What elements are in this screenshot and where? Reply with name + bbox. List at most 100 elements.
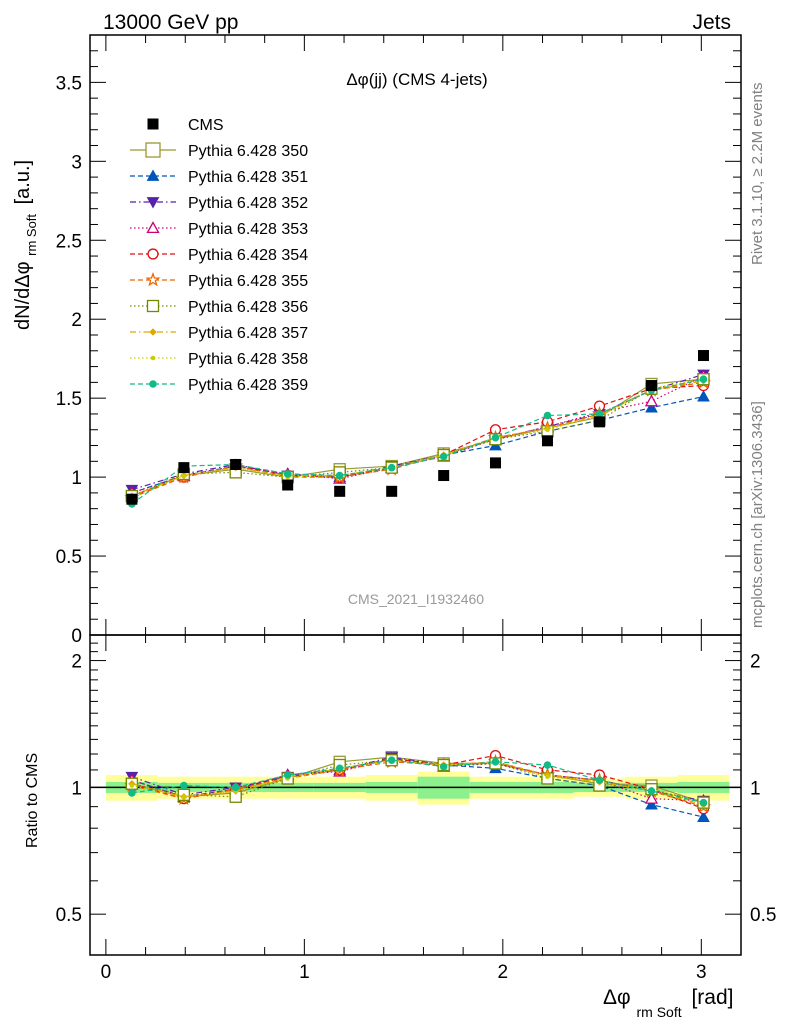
- series-line: [131, 380, 704, 497]
- legend: CMS Pythia 6.428 350 Pythia 6.428 351 Pythi…: [130, 117, 308, 394]
- legend-label: Pythia 6.428 351: [188, 169, 308, 186]
- ratio-point: [699, 798, 708, 807]
- y-tick-label: 2.5: [56, 231, 82, 252]
- main-title: Δφ(jj) (CMS 4-jets): [346, 70, 487, 89]
- data-point: [697, 350, 709, 362]
- legend-marker: [146, 197, 160, 209]
- legend-entry: Pythia 6.428 355: [130, 272, 308, 290]
- legend-entry: Pythia 6.428 356: [130, 299, 308, 316]
- y-tick-label: 1.5: [56, 389, 82, 410]
- series-point: [644, 394, 659, 407]
- legend-marker: [147, 248, 159, 260]
- series-point: [697, 390, 710, 402]
- ratio-point: [595, 776, 604, 784]
- ratio-y-label: Ratio to CMS: [24, 753, 41, 848]
- legend-label: Pythia 6.428 355: [188, 273, 308, 290]
- series-point: [545, 427, 550, 433]
- data-point: [126, 493, 138, 505]
- series-line: [131, 384, 704, 497]
- ratio-point: [283, 771, 292, 779]
- y-tick-label: 0: [71, 626, 82, 647]
- ratio-y-tick-label: 2: [71, 652, 82, 673]
- watermark: CMS_2021_I1932460: [348, 591, 484, 607]
- y-label-unit: [a.u.]: [12, 160, 34, 204]
- series-359: [128, 375, 708, 508]
- legend-label: Pythia 6.428 352: [188, 195, 308, 212]
- legend-marker: [145, 272, 161, 287]
- data-point: [645, 380, 657, 392]
- x-tick-label: 1: [299, 962, 310, 983]
- series-358: [129, 376, 706, 500]
- legend-entry: Pythia 6.428 352: [130, 195, 308, 212]
- x-tick-label: 3: [696, 962, 707, 983]
- ratio-line: [131, 756, 704, 804]
- ratio-point: [645, 798, 658, 810]
- data-point: [334, 485, 346, 497]
- legend-entry: Pythia 6.428 354: [130, 247, 308, 264]
- series-point: [543, 411, 552, 420]
- y-tick-label: 0.5: [56, 547, 82, 568]
- svg-text:Δφ rm Soft [ra: Δφ rm Soft [rad]: [603, 986, 734, 1022]
- ratio-line: [131, 759, 704, 804]
- ratio-line: [131, 759, 704, 804]
- series-354: [126, 379, 710, 502]
- legend-label: Pythia 6.428 354: [188, 247, 308, 264]
- ratio-point: [644, 791, 659, 804]
- data-point: [489, 457, 501, 469]
- legend-entry: Pythia 6.428 359: [130, 377, 308, 394]
- ratio-point: [647, 787, 656, 795]
- y-label-main: dN/dΔφ: [12, 261, 34, 330]
- svg-text:dN/dΔφ rm Soft: dN/dΔφ rm Soft [a.u.]: [12, 160, 41, 330]
- legend-marker: [146, 299, 160, 313]
- series-point: [439, 452, 448, 461]
- legend-entry: Pythia 6.428 357: [130, 325, 308, 342]
- y-tick-label: 1: [71, 468, 82, 489]
- series-point: [181, 473, 187, 478]
- series-point: [491, 433, 500, 442]
- legend-marker: [146, 169, 160, 181]
- process-label: Jets: [692, 11, 731, 34]
- legend-entry: Pythia 6.428 353: [130, 221, 308, 238]
- ratio-y-tick-label: 1: [71, 778, 82, 799]
- x-label-main: Δφ: [603, 986, 631, 1009]
- ratio-point: [128, 789, 136, 797]
- ratio-line: [131, 759, 704, 804]
- energy-label: 13000 GeV pp: [103, 11, 238, 34]
- ratio-point: [129, 783, 135, 788]
- ratio-series-359: [128, 756, 708, 807]
- ratio-point: [697, 810, 710, 823]
- ratio-y-tick-label-right: 2: [750, 652, 761, 673]
- legend-label: Pythia 6.428 350: [188, 143, 308, 160]
- legend-marker: [149, 380, 157, 388]
- legend-label: Pythia 6.428 353: [188, 221, 308, 238]
- data-point: [438, 470, 450, 482]
- ratio-y-tick-label: 0.5: [56, 905, 82, 926]
- y-tick-label: 3.5: [56, 73, 82, 94]
- series-line: [131, 378, 704, 505]
- x-label-unit: [rad]: [691, 986, 733, 1009]
- series-line: [131, 378, 704, 497]
- y-axis-label: dN/dΔφ rm Soft [a.u.]: [12, 160, 41, 330]
- series-line: [131, 378, 704, 499]
- data-point: [178, 462, 190, 474]
- ratio-point: [180, 781, 188, 790]
- legend-entry: Pythia 6.428 351: [130, 169, 308, 186]
- x-tick-label: 0: [101, 962, 112, 983]
- ratio-point: [543, 761, 552, 769]
- legend-marker: [147, 118, 159, 130]
- ratio-point: [387, 756, 396, 765]
- y-tick-label: 3: [71, 152, 82, 173]
- data-point: [541, 435, 553, 447]
- y-tick-label: 2: [71, 310, 82, 331]
- ratio-point: [545, 774, 550, 780]
- ratio-y-tick-label-right: 1: [750, 778, 761, 799]
- series-355: [124, 374, 712, 505]
- series-point: [335, 471, 344, 480]
- data-point: [230, 458, 242, 470]
- data-point: [282, 479, 294, 491]
- legend-entry: Pythia 6.428 350: [130, 142, 308, 160]
- legend-marker: [150, 355, 156, 361]
- series-line: [131, 381, 704, 499]
- legend-label: Pythia 6.428 359: [188, 377, 308, 394]
